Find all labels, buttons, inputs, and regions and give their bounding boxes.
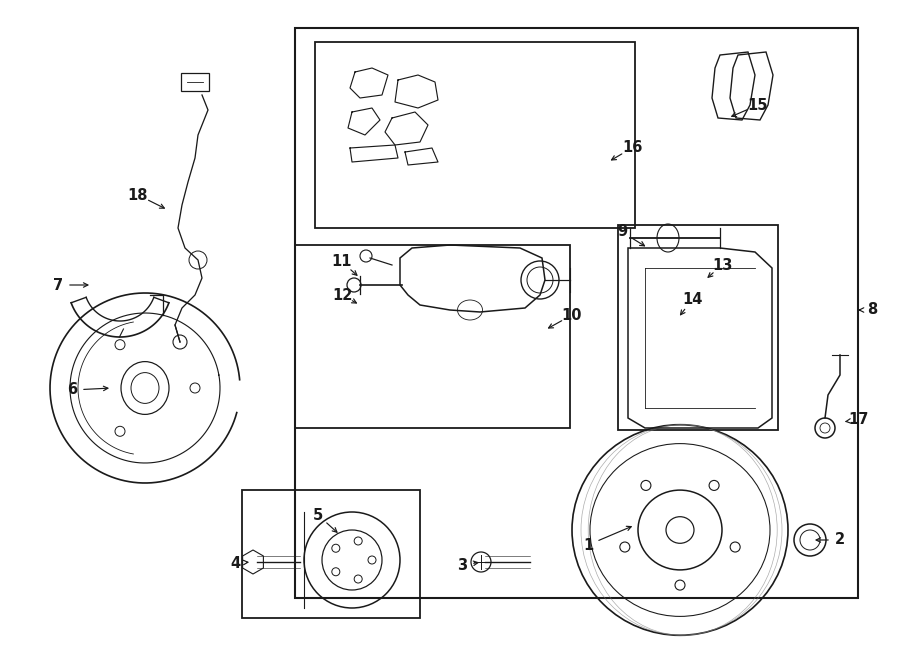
Text: 16: 16 <box>622 141 643 155</box>
Text: 13: 13 <box>712 258 733 272</box>
Text: 11: 11 <box>332 254 352 270</box>
Text: 9: 9 <box>616 225 627 239</box>
Text: 15: 15 <box>748 98 769 112</box>
Text: 3: 3 <box>457 557 467 572</box>
Text: 18: 18 <box>128 188 148 202</box>
Text: 7: 7 <box>53 278 63 293</box>
Text: 5: 5 <box>313 508 323 522</box>
Bar <box>295 245 570 428</box>
Bar <box>181 73 209 91</box>
Text: 6: 6 <box>67 383 77 397</box>
Text: 4: 4 <box>230 555 240 570</box>
Bar <box>618 225 778 430</box>
Bar <box>242 490 420 618</box>
Text: 17: 17 <box>848 412 868 428</box>
Bar <box>315 42 635 228</box>
Text: 8: 8 <box>867 303 877 317</box>
Text: 2: 2 <box>835 533 845 547</box>
Bar <box>295 28 858 598</box>
Text: 1: 1 <box>583 537 593 553</box>
Circle shape <box>471 552 491 572</box>
Text: 10: 10 <box>562 307 582 323</box>
Text: 12: 12 <box>332 288 352 303</box>
Text: 14: 14 <box>682 293 702 307</box>
